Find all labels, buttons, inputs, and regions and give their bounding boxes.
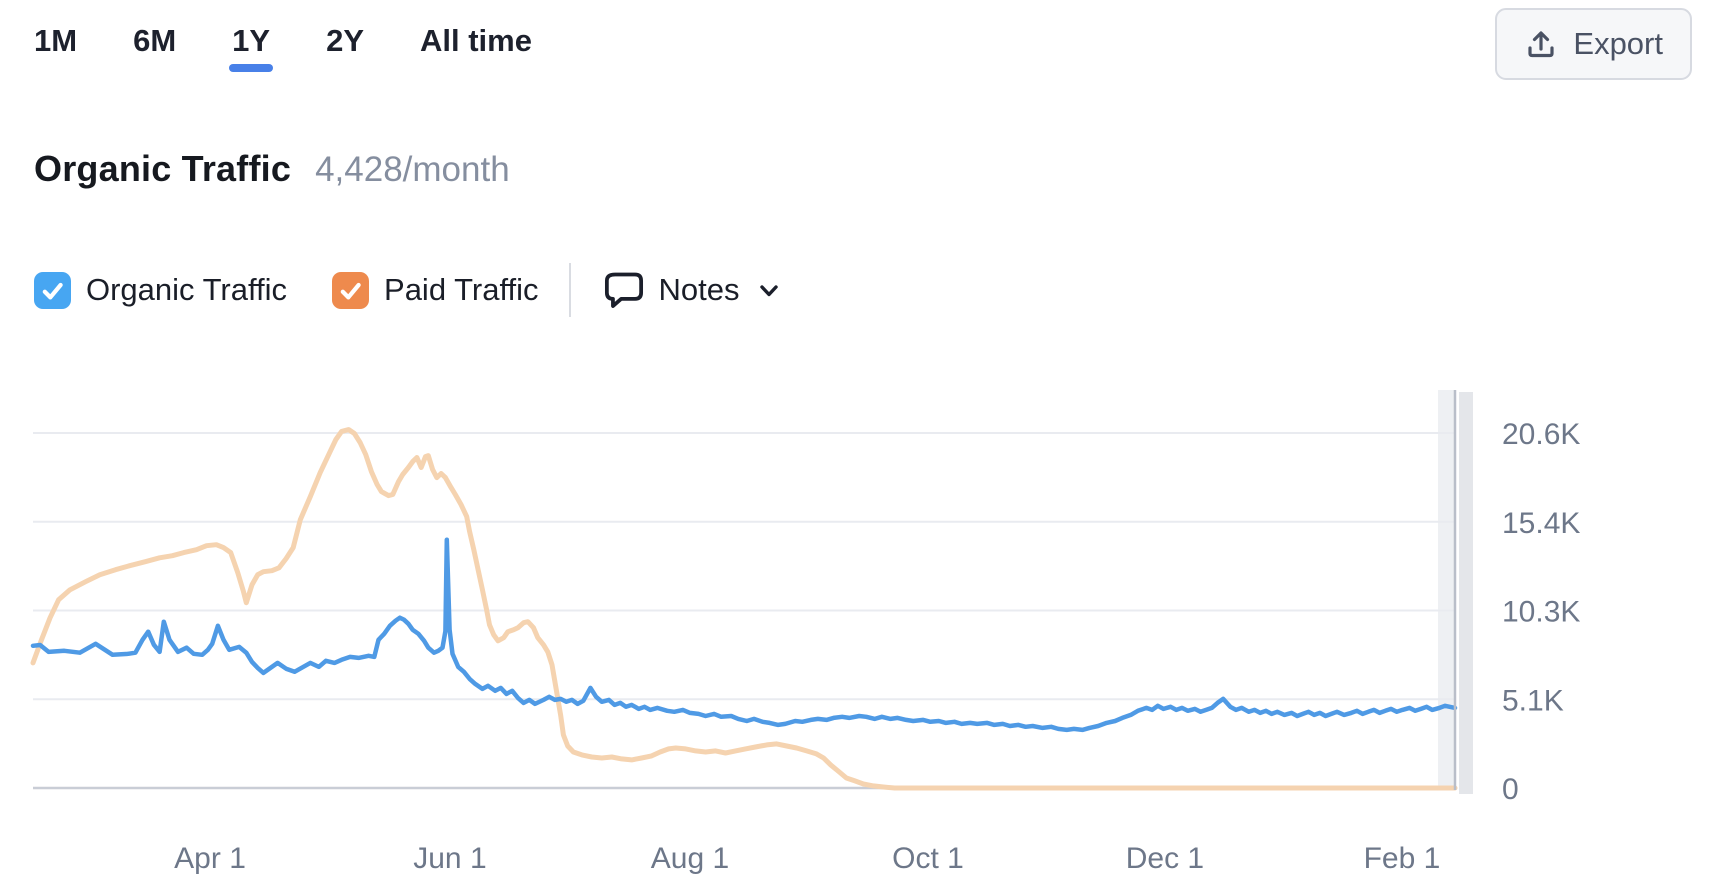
- page-title: Organic Traffic: [34, 148, 292, 189]
- x-axis-label: Oct 1: [892, 842, 964, 875]
- check-icon: [42, 282, 63, 299]
- tab-6m[interactable]: 6M: [133, 23, 177, 58]
- organic-checkbox[interactable]: [34, 271, 71, 309]
- paid-checkbox[interactable]: [332, 271, 370, 309]
- export-upload-icon: [1528, 31, 1554, 58]
- paid-traffic-toggle[interactable]: Paid Traffic: [332, 271, 539, 309]
- current-period-overlay: [1438, 390, 1454, 788]
- organic-traffic-toggle[interactable]: Organic Traffic: [34, 271, 288, 309]
- traffic-value: 4,428/month: [315, 150, 510, 189]
- traffic-chart[interactable]: 0 5.1K 10.3K 15.4K 20.6K Apr 1 Jun 1 Aug 1 Oct 1…: [0, 380, 1712, 896]
- x-axis-label: Dec 1: [1126, 842, 1204, 875]
- organic-traffic-line: [30, 537, 1458, 733]
- chart-scrollbar[interactable]: [1459, 392, 1473, 794]
- tab-1m[interactable]: 1M: [34, 23, 78, 58]
- y-axis-label: 15.4K: [1502, 507, 1580, 540]
- export-label: Export: [1573, 26, 1663, 61]
- paid-legend-label: Paid Traffic: [384, 272, 539, 307]
- paid-traffic-line: [30, 427, 1458, 791]
- check-icon: [340, 282, 361, 299]
- time-range-tabs: 1M 6M 1Y 2Y All time: [34, 22, 532, 72]
- y-axis-label: 10.3K: [1502, 596, 1580, 629]
- x-axis-label: Aug 1: [651, 842, 729, 875]
- chevron-down-icon: [759, 285, 778, 297]
- notes-label: Notes: [658, 272, 740, 307]
- legend-row: Organic Traffic Paid Traffic Notes: [34, 262, 784, 318]
- x-axis-label: Feb 1: [1364, 842, 1441, 875]
- notes-bubble-icon: [604, 272, 643, 308]
- legend-divider: [568, 263, 571, 317]
- tab-2y[interactable]: 2Y: [326, 23, 364, 58]
- y-axis-label: 5.1K: [1502, 684, 1564, 717]
- organic-legend-label: Organic Traffic: [86, 272, 288, 307]
- notes-dropdown[interactable]: Notes: [603, 269, 784, 311]
- x-axis-label: Jun 1: [413, 842, 486, 875]
- x-axis-label: Apr 1: [174, 842, 246, 875]
- chart-header: Organic Traffic 4,428/month: [34, 148, 510, 190]
- export-button[interactable]: Export: [1495, 8, 1692, 80]
- y-axis-label: 0: [1502, 773, 1519, 806]
- y-axis-label: 20.6K: [1502, 418, 1580, 451]
- tab-all-time[interactable]: All time: [420, 23, 532, 58]
- tab-1y[interactable]: 1Y: [229, 23, 273, 72]
